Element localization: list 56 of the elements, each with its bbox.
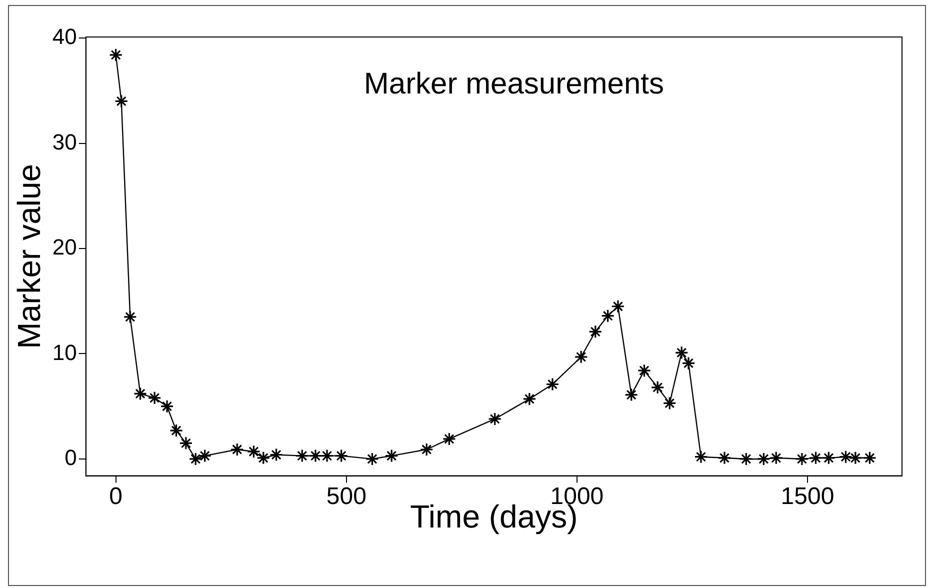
point xyxy=(637,364,652,378)
point xyxy=(674,346,688,360)
point xyxy=(169,424,184,438)
point xyxy=(123,310,137,324)
x-tick-label: 1500 xyxy=(780,482,834,510)
point xyxy=(365,452,380,466)
point xyxy=(574,350,588,364)
point xyxy=(822,451,836,465)
point xyxy=(109,48,123,62)
point xyxy=(256,451,270,465)
point xyxy=(320,449,334,463)
point xyxy=(230,442,244,456)
point xyxy=(795,452,809,466)
y-tick-label: 20 xyxy=(52,234,77,260)
point xyxy=(160,400,174,414)
point xyxy=(442,432,456,446)
x-tick-label: 500 xyxy=(326,482,366,510)
point xyxy=(808,451,823,465)
point xyxy=(756,452,770,466)
y-tick-label: 0 xyxy=(64,445,77,470)
point xyxy=(295,449,309,463)
point xyxy=(848,451,862,465)
point xyxy=(662,396,676,410)
point xyxy=(114,94,128,108)
point xyxy=(682,356,696,370)
x-tick-label: 0 xyxy=(109,482,123,510)
point xyxy=(694,450,708,464)
point xyxy=(148,391,162,405)
point xyxy=(334,449,348,463)
point xyxy=(384,449,398,463)
point xyxy=(188,452,202,466)
point xyxy=(611,300,625,314)
y-tick-label: 40 xyxy=(52,24,77,50)
point xyxy=(308,449,322,463)
point xyxy=(198,449,212,463)
point xyxy=(769,451,783,465)
point xyxy=(588,324,602,338)
text: Marker measurements xyxy=(364,67,664,100)
point xyxy=(739,452,753,466)
point xyxy=(420,442,434,456)
point xyxy=(718,451,732,465)
point xyxy=(488,412,502,426)
point xyxy=(546,377,560,392)
point xyxy=(179,436,193,450)
point xyxy=(650,380,664,394)
point xyxy=(624,388,638,402)
y-tick-label: 30 xyxy=(52,129,77,154)
point xyxy=(133,386,148,401)
point xyxy=(601,309,615,323)
point xyxy=(246,444,261,458)
point xyxy=(862,451,877,465)
point xyxy=(522,392,536,406)
y-tick-label: 10 xyxy=(52,340,77,365)
y-axis-title: Marker value xyxy=(11,164,48,349)
point xyxy=(270,448,284,462)
point xyxy=(838,450,853,464)
